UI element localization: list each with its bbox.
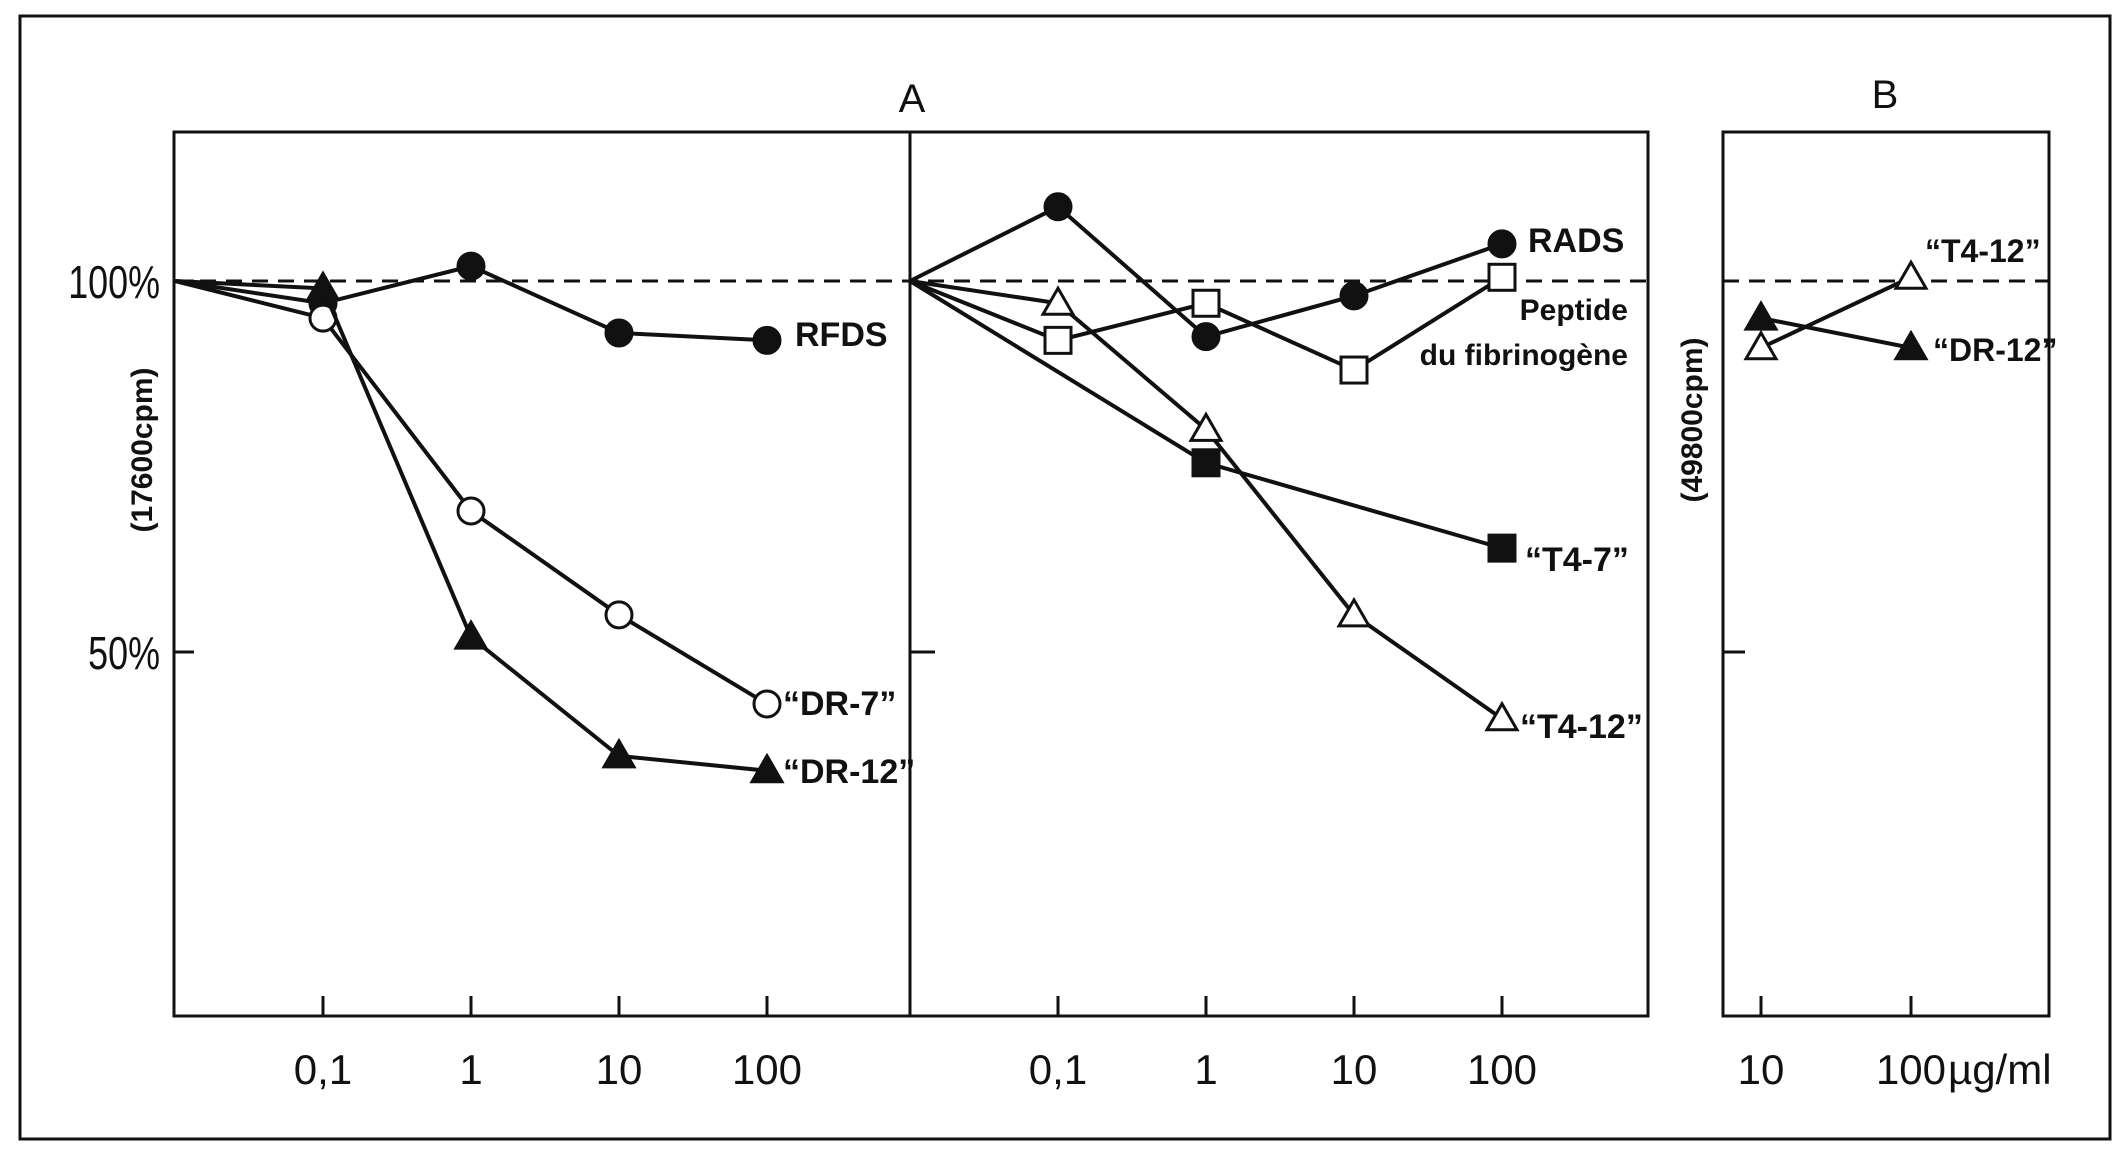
a-right-series-0-point <box>1487 229 1517 259</box>
panel-b-title: B <box>1872 73 1899 117</box>
b-series-1-point <box>1893 329 1929 361</box>
a-left-series-2-point <box>453 619 489 650</box>
series-label-rfds: RFDS <box>795 316 888 354</box>
a-right-series-0-point <box>1339 281 1369 311</box>
x-tick-label: 0,1 <box>1029 1046 1087 1093</box>
chart-marks <box>174 192 1929 784</box>
a-left-series-2-point <box>305 270 341 301</box>
series-label-t4-7: “T4-7” <box>1525 541 1629 579</box>
series-label-rads: RADS <box>1528 222 1624 260</box>
a-left-series-1-point <box>456 496 486 526</box>
b-series-0-point <box>1743 329 1779 361</box>
panel-a-title: A <box>899 77 926 121</box>
panel-a-ylabel: (17600cpm) <box>126 367 159 532</box>
b-series-0-line <box>1760 275 1912 350</box>
b-series-0-point <box>1893 259 1929 290</box>
a-left-series-2-point <box>601 737 637 769</box>
series-label-dr7: “DR-7” <box>783 685 896 723</box>
panel-frames <box>172 130 2051 1018</box>
a-left-series-0-point <box>456 251 486 281</box>
a-left-series-1-point <box>752 689 782 719</box>
series-label-peptide: du fibrinogène <box>1420 339 1628 372</box>
a-right-series-2-point <box>1188 411 1224 442</box>
b-series-1-point <box>1743 300 1779 331</box>
y-tick-label: 100% <box>68 257 160 308</box>
a-right-series-2-point <box>1484 700 1520 732</box>
y-tick-label: 50% <box>88 628 160 679</box>
b-series-1-line <box>1760 316 1912 350</box>
a-left-series-1-point <box>604 600 634 630</box>
series-label-dr12: “DR-12” <box>783 753 915 791</box>
outer-frame <box>18 14 2112 1141</box>
a-left-series-2-point <box>749 752 785 784</box>
series-label-peptide: Peptide <box>1520 294 1628 327</box>
x-tick-label: 1 <box>1194 1046 1217 1093</box>
a-right-series-0-point <box>1043 192 1073 222</box>
a-right-series-1-point <box>1487 262 1517 292</box>
x-tick-label: 0,1 <box>294 1046 352 1093</box>
x-tick-label: 10 <box>1738 1046 1785 1093</box>
series-label-b-t4-12: “T4-12” <box>1925 233 2041 269</box>
series-label-t4-12: “T4-12” <box>1520 708 1643 746</box>
a-left-series-2-line <box>174 279 768 773</box>
a-right-series-0-point <box>1191 322 1221 352</box>
a-right-series-1-point <box>1339 355 1369 385</box>
x-tick-label: 10 <box>1331 1046 1378 1093</box>
a-right-series-3-point <box>1487 533 1517 563</box>
x-tick-label: 100 <box>732 1046 802 1093</box>
a-left-series-0-point <box>752 325 782 355</box>
a-right-series-1-point <box>1043 325 1073 355</box>
a-right-series-1-point <box>1191 288 1221 318</box>
x-tick-label: 100 <box>1876 1046 1946 1093</box>
x-unit-label: µg/ml <box>1948 1046 2052 1093</box>
a-right-series-3-point <box>1191 448 1221 478</box>
a-right-series-2-point <box>1040 285 1076 316</box>
x-tick-label: 1 <box>459 1046 482 1093</box>
a-right-series-2-point <box>1336 596 1372 628</box>
a-left-series-0-point <box>604 318 634 348</box>
x-tick-label: 100 <box>1467 1046 1537 1093</box>
x-tick-label: 10 <box>596 1046 643 1093</box>
chart-texts: 100% 50% A B (17600cpm) (49800cpm) 0,1 1 10 100 0,… <box>68 73 2057 1093</box>
panel-b-ylabel: (49800cpm) <box>1676 337 1709 502</box>
series-label-b-dr12: “DR-12” <box>1933 332 2057 368</box>
panel-b-frame <box>1721 130 2051 1018</box>
